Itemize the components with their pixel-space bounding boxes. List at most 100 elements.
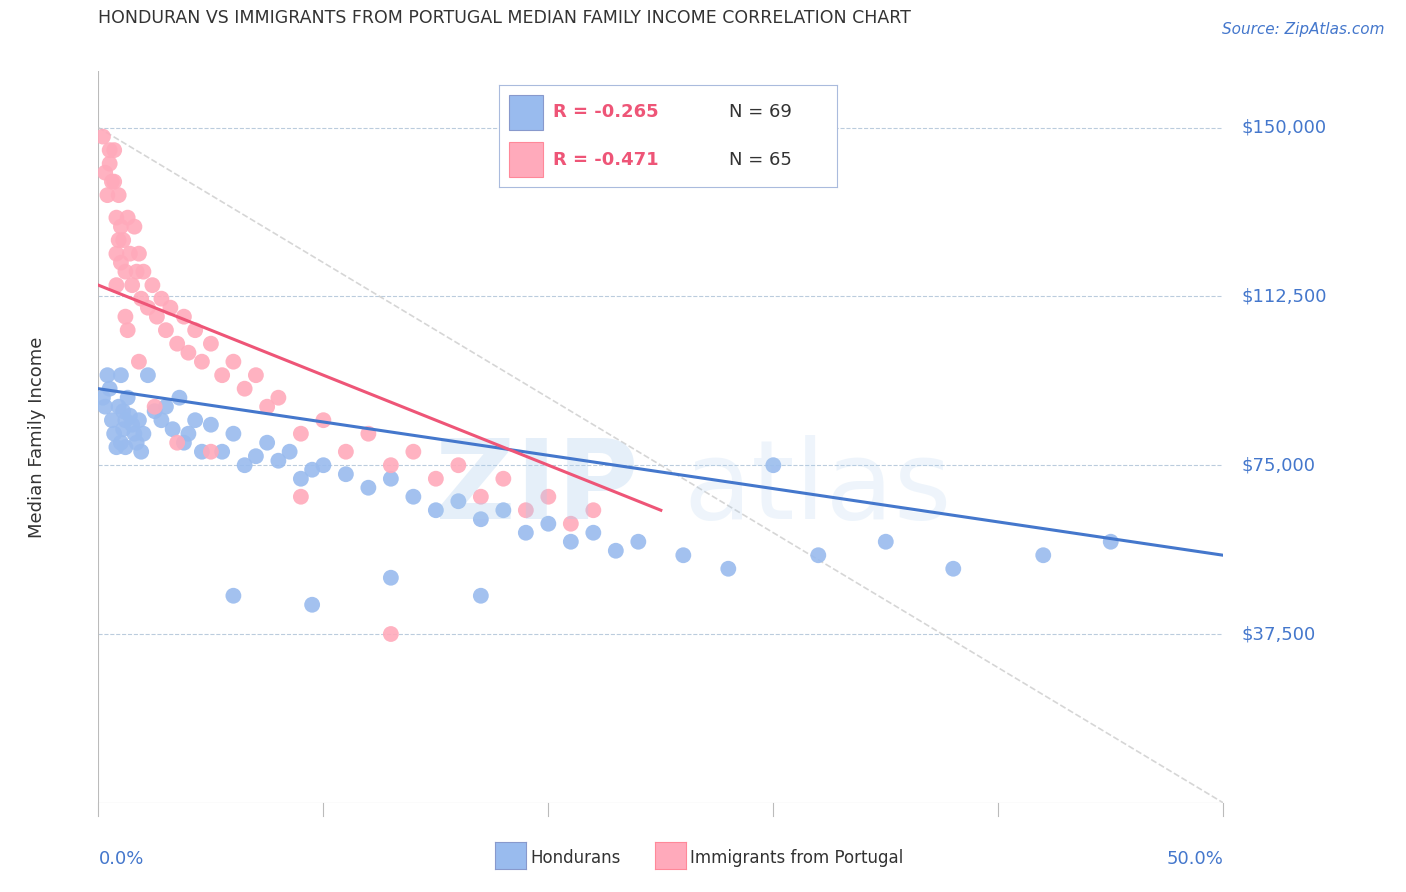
Point: [447, 494, 470, 508]
Point: [582, 503, 605, 517]
Point: [537, 490, 560, 504]
Point: [191, 444, 214, 458]
Point: [184, 413, 207, 427]
Point: [470, 512, 492, 526]
Point: [245, 368, 267, 383]
Point: [98, 156, 121, 170]
Point: [107, 400, 129, 414]
Point: [162, 422, 184, 436]
Point: [380, 472, 402, 486]
Point: [150, 413, 173, 427]
Point: [136, 368, 159, 383]
Point: [105, 246, 128, 260]
Point: [335, 444, 357, 458]
Point: [166, 435, 188, 450]
Point: [150, 292, 173, 306]
Point: [537, 516, 560, 531]
Point: [129, 292, 152, 306]
Point: [492, 503, 515, 517]
Point: [627, 534, 650, 549]
Point: [560, 516, 582, 531]
Point: [105, 278, 128, 293]
Text: N = 65: N = 65: [728, 151, 792, 169]
Point: [470, 490, 492, 504]
Point: [875, 534, 897, 549]
Point: [112, 404, 135, 418]
Point: [117, 391, 139, 405]
Point: [117, 323, 139, 337]
Point: [118, 409, 141, 423]
Point: [124, 219, 146, 234]
Point: [1099, 534, 1122, 549]
Point: [380, 627, 402, 641]
Text: 50.0%: 50.0%: [1167, 850, 1223, 868]
Text: $37,500: $37,500: [1241, 625, 1316, 643]
Point: [96, 188, 118, 202]
Point: [101, 413, 124, 427]
Point: [233, 382, 256, 396]
Point: [94, 400, 117, 414]
Point: [582, 525, 605, 540]
Point: [245, 449, 267, 463]
Point: [173, 435, 195, 450]
Point: [1032, 548, 1054, 562]
Point: [515, 525, 537, 540]
Point: [155, 400, 177, 414]
Point: [402, 444, 425, 458]
Text: Source: ZipAtlas.com: Source: ZipAtlas.com: [1222, 22, 1385, 37]
Point: [143, 404, 166, 418]
Point: [357, 426, 380, 441]
Point: [301, 598, 323, 612]
Point: [132, 426, 155, 441]
Point: [91, 129, 114, 144]
Text: R = -0.471: R = -0.471: [553, 151, 659, 169]
Point: [357, 481, 380, 495]
Point: [290, 490, 312, 504]
Point: [256, 400, 278, 414]
Point: [107, 188, 129, 202]
Point: [128, 413, 150, 427]
Point: [125, 265, 148, 279]
Point: [425, 472, 447, 486]
Text: $150,000: $150,000: [1241, 119, 1326, 136]
Point: [200, 417, 222, 432]
Point: [110, 435, 132, 450]
Point: [380, 458, 402, 473]
Text: R = -0.265: R = -0.265: [553, 103, 659, 121]
Bar: [509, 142, 543, 177]
Text: Immigrants from Portugal: Immigrants from Portugal: [690, 849, 904, 867]
Point: [103, 175, 125, 189]
Point: [118, 246, 141, 260]
Point: [121, 278, 143, 293]
Point: [166, 336, 188, 351]
Point: [143, 400, 166, 414]
Point: [91, 391, 114, 405]
Point: [98, 382, 121, 396]
Point: [94, 166, 117, 180]
Text: 0.0%: 0.0%: [98, 850, 143, 868]
Point: [211, 368, 233, 383]
Point: [222, 426, 245, 441]
Point: [605, 543, 627, 558]
Point: [155, 323, 177, 337]
Text: $112,500: $112,500: [1241, 287, 1327, 305]
Point: [114, 265, 136, 279]
Point: [121, 417, 143, 432]
Point: [159, 301, 181, 315]
Point: [425, 503, 447, 517]
Point: [114, 440, 136, 454]
Point: [101, 175, 124, 189]
Point: [169, 391, 191, 405]
Point: [191, 354, 214, 368]
Text: Hondurans: Hondurans: [530, 849, 620, 867]
Point: [110, 255, 132, 269]
Point: [672, 548, 695, 562]
Point: [103, 426, 125, 441]
Point: [105, 440, 128, 454]
Text: N = 69: N = 69: [728, 103, 792, 121]
Point: [173, 310, 195, 324]
Point: [200, 444, 222, 458]
Point: [312, 458, 335, 473]
Point: [290, 472, 312, 486]
Point: [125, 435, 148, 450]
